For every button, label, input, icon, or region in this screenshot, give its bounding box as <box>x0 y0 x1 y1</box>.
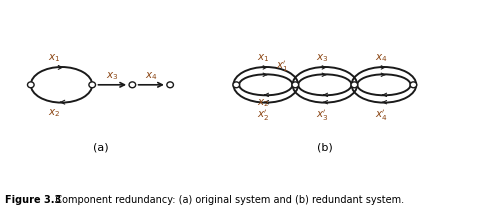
Text: $x_1'$: $x_1'$ <box>276 59 289 74</box>
Text: $x_4'$: $x_4'$ <box>375 107 388 123</box>
Text: (b): (b) <box>317 142 333 152</box>
Circle shape <box>292 82 299 88</box>
Circle shape <box>89 82 95 88</box>
Circle shape <box>129 82 135 88</box>
Circle shape <box>351 82 358 88</box>
Text: $x_3'$: $x_3'$ <box>316 107 329 123</box>
Circle shape <box>27 82 34 88</box>
Text: $x_2$: $x_2$ <box>48 107 61 119</box>
Circle shape <box>167 82 174 88</box>
Circle shape <box>410 82 417 88</box>
Text: $x_1$: $x_1$ <box>257 52 269 63</box>
Text: Figure 3.3: Figure 3.3 <box>5 194 61 204</box>
Text: $x_2'$: $x_2'$ <box>257 107 269 123</box>
Text: $x_3$: $x_3$ <box>106 70 119 82</box>
Text: (a): (a) <box>93 142 108 152</box>
Circle shape <box>233 82 240 88</box>
Text: $x_3$: $x_3$ <box>316 52 329 63</box>
Text: $x_4$: $x_4$ <box>375 52 388 63</box>
Text: $x_4$: $x_4$ <box>145 70 158 82</box>
Text: $x_1$: $x_1$ <box>48 52 61 64</box>
Text: Component redundancy: (a) original system and (b) redundant system.: Component redundancy: (a) original syste… <box>46 194 404 204</box>
Text: $x_2$: $x_2$ <box>257 97 269 108</box>
